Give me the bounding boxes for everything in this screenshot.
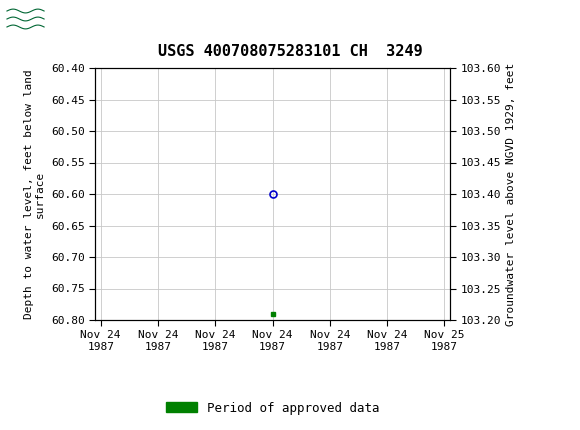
- FancyBboxPatch shape: [5, 3, 46, 35]
- Text: USGS 400708075283101 CH  3249: USGS 400708075283101 CH 3249: [158, 44, 422, 59]
- Text: USGS: USGS: [49, 10, 104, 28]
- Legend: Period of approved data: Period of approved data: [161, 396, 385, 420]
- Y-axis label: Depth to water level, feet below land
surface: Depth to water level, feet below land su…: [24, 69, 45, 319]
- Y-axis label: Groundwater level above NGVD 1929, feet: Groundwater level above NGVD 1929, feet: [506, 62, 516, 326]
